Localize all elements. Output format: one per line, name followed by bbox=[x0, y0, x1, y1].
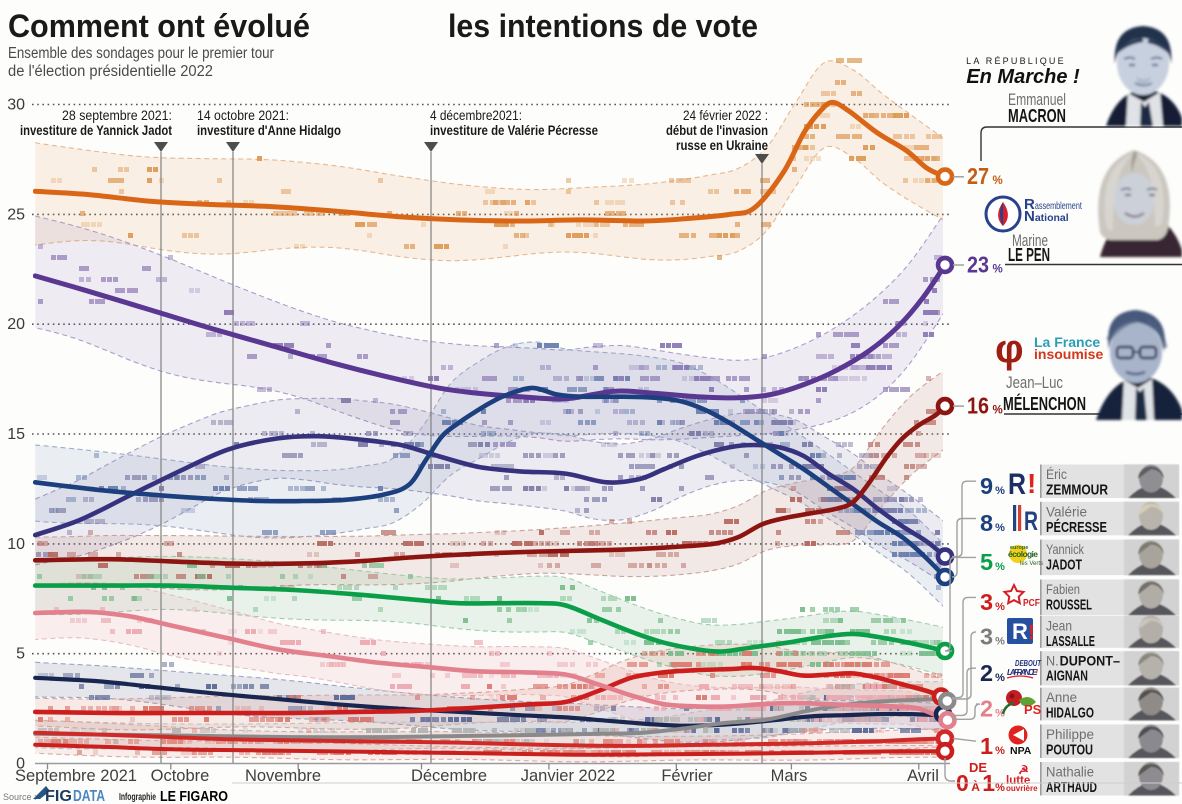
svg-text:MÉLENCHON: MÉLENCHON bbox=[1003, 393, 1086, 414]
svg-text:Octobre: Octobre bbox=[151, 767, 210, 785]
svg-text:Yannick: Yannick bbox=[1046, 541, 1085, 557]
svg-text:Jean: Jean bbox=[1046, 618, 1072, 634]
svg-text:Fabien: Fabien bbox=[1046, 581, 1080, 597]
svg-text:25: 25 bbox=[7, 206, 25, 223]
svg-text:10: 10 bbox=[7, 536, 25, 553]
svg-text:Marine: Marine bbox=[1012, 232, 1048, 250]
svg-text:ARTHAUD: ARTHAUD bbox=[1046, 779, 1097, 796]
svg-text:LE PEN: LE PEN bbox=[1008, 245, 1050, 265]
svg-text:En Marche !: En Marche ! bbox=[966, 66, 1080, 88]
svg-text:ouvrière: ouvrière bbox=[1006, 784, 1038, 793]
svg-text:Infographie: Infographie bbox=[119, 792, 156, 803]
svg-text:début de l'invasion: début de l'invasion bbox=[666, 123, 768, 139]
svg-text:investiture de Valérie Pécress: investiture de Valérie Pécresse bbox=[430, 123, 598, 139]
svg-text:de l'élection présidentielle 2: de l'élection présidentielle 2022 bbox=[8, 63, 213, 80]
svg-text:Comment ont évolué: Comment ont évolué bbox=[8, 8, 310, 44]
svg-text:R: R bbox=[1008, 468, 1026, 501]
svg-text:National: National bbox=[1024, 208, 1069, 225]
svg-text:28 septembre 2021:: 28 septembre 2021: bbox=[62, 108, 172, 124]
svg-text:écologie: écologie bbox=[1008, 549, 1038, 559]
svg-text:DEBOUT: DEBOUT bbox=[1015, 659, 1042, 668]
svg-text:ZEMMOUR: ZEMMOUR bbox=[1046, 482, 1108, 499]
svg-text:Philippe: Philippe bbox=[1046, 726, 1094, 742]
svg-text:LE FIGARO: LE FIGARO bbox=[160, 789, 228, 804]
svg-text:Janvier 2022: Janvier 2022 bbox=[521, 767, 615, 785]
svg-text:Rassemblement: Rassemblement bbox=[1024, 196, 1082, 213]
svg-text:NPA: NPA bbox=[1010, 745, 1032, 757]
svg-text:φ: φ bbox=[995, 327, 1024, 371]
svg-text:les Verts: les Verts bbox=[1020, 561, 1043, 567]
svg-text:5: 5 bbox=[16, 646, 25, 663]
svg-text:☭: ☭ bbox=[1018, 763, 1029, 777]
svg-text:23%: 23% bbox=[967, 252, 1003, 278]
svg-text:24 février 2022 :: 24 février 2022 : bbox=[683, 108, 768, 124]
svg-text:14 octobre 2021:: 14 octobre 2021: bbox=[197, 108, 289, 124]
svg-text:LA FRANCE!: LA FRANCE! bbox=[1007, 668, 1038, 677]
svg-text:Mars: Mars bbox=[771, 767, 808, 785]
svg-text:DATA: DATA bbox=[73, 788, 105, 804]
svg-text:les intentions de vote: les intentions de vote bbox=[448, 8, 758, 44]
svg-text:La France: La France bbox=[1034, 334, 1100, 350]
svg-text:HIDALGO: HIDALGO bbox=[1046, 705, 1094, 722]
svg-text:Avril: Avril bbox=[907, 767, 939, 785]
svg-text:Novembre: Novembre bbox=[245, 767, 321, 785]
svg-text:0: 0 bbox=[16, 756, 25, 773]
svg-text:20: 20 bbox=[7, 316, 25, 333]
svg-text:LA RÉPUBLIQUE: LA RÉPUBLIQUE bbox=[966, 56, 1066, 66]
svg-text:N. DUPONT–: N. DUPONT– bbox=[1046, 653, 1120, 669]
svg-text:lutte: lutte bbox=[1006, 775, 1030, 787]
svg-text:POUTOU: POUTOU bbox=[1046, 742, 1093, 759]
svg-text:DE: DE bbox=[969, 760, 987, 775]
svg-text:PCF: PCF bbox=[1023, 597, 1040, 609]
svg-text:!: ! bbox=[1027, 468, 1036, 499]
svg-text:Emmanuel: Emmanuel bbox=[1008, 91, 1066, 109]
svg-text:Jean–Luc: Jean–Luc bbox=[1006, 374, 1063, 392]
svg-text:Nathalie: Nathalie bbox=[1046, 764, 1094, 780]
svg-text:PÉCRESSE: PÉCRESSE bbox=[1046, 519, 1107, 536]
svg-text:FIG: FIG bbox=[45, 788, 72, 804]
svg-text:15: 15 bbox=[7, 426, 25, 443]
svg-text:30: 30 bbox=[7, 97, 25, 114]
svg-text:R: R bbox=[1012, 619, 1028, 644]
svg-text:AIGNAN: AIGNAN bbox=[1046, 669, 1088, 685]
svg-text:Anne: Anne bbox=[1046, 689, 1077, 705]
svg-text:LASSALLE: LASSALLE bbox=[1046, 633, 1095, 650]
svg-text:16%: 16% bbox=[967, 393, 1003, 419]
svg-text:Décembre: Décembre bbox=[411, 767, 487, 785]
svg-text:MACRON: MACRON bbox=[1008, 106, 1066, 126]
svg-text:investiture d'Anne Hidalgo: investiture d'Anne Hidalgo bbox=[197, 123, 341, 139]
svg-text:JADOT: JADOT bbox=[1046, 557, 1082, 574]
svg-text:ROUSSEL: ROUSSEL bbox=[1046, 597, 1092, 614]
svg-text:russe en Ukraine: russe en Ukraine bbox=[676, 138, 768, 154]
svg-text:Valérie: Valérie bbox=[1046, 503, 1087, 519]
svg-text:Source :: Source : bbox=[3, 792, 37, 802]
svg-text:R: R bbox=[1024, 506, 1038, 536]
svg-text:europe: europe bbox=[1010, 545, 1028, 551]
svg-text:27%: 27% bbox=[967, 163, 1003, 189]
svg-text:investiture de Yannick Jadot: investiture de Yannick Jadot bbox=[20, 123, 172, 139]
svg-text:insoumise: insoumise bbox=[1034, 346, 1103, 362]
svg-text:Février: Février bbox=[661, 767, 713, 785]
svg-text:!: ! bbox=[1028, 622, 1035, 644]
svg-text:PS: PS bbox=[1024, 702, 1042, 717]
svg-text:4 décembre2021:: 4 décembre2021: bbox=[430, 108, 522, 124]
svg-text:Éric: Éric bbox=[1046, 466, 1067, 482]
svg-text:Septembre 2021: Septembre 2021 bbox=[15, 767, 137, 785]
svg-text:Ensemble des sondages pour le: Ensemble des sondages pour le premier to… bbox=[8, 45, 274, 62]
